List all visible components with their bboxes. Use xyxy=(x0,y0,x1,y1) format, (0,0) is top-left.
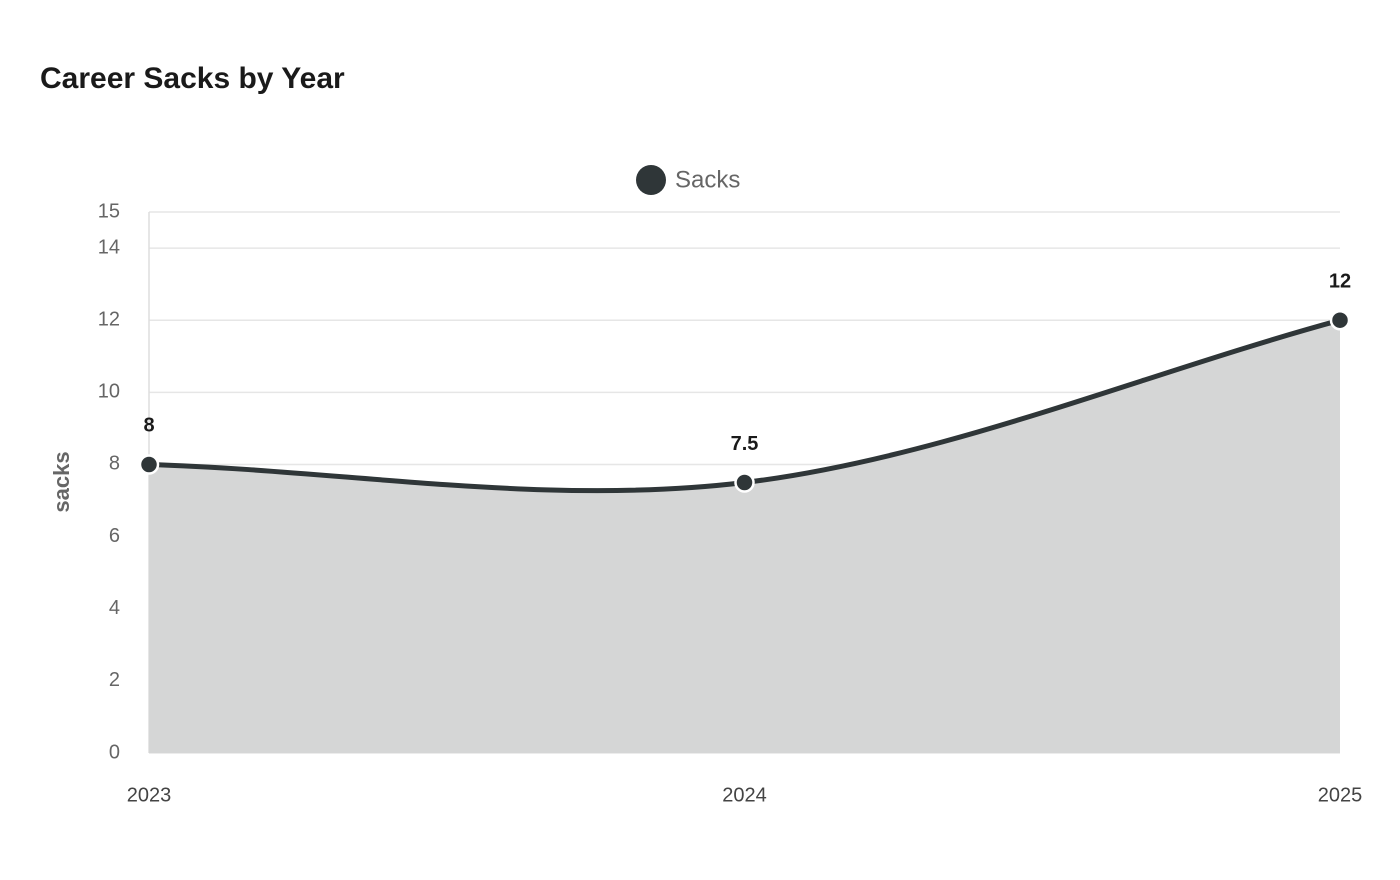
y-tick-label: 0 xyxy=(109,741,120,763)
legend-marker xyxy=(636,165,666,195)
y-tick-label: 4 xyxy=(109,597,120,619)
data-label: 7.5 xyxy=(731,433,759,455)
data-label: 8 xyxy=(143,415,154,437)
y-tick-label: 10 xyxy=(98,381,120,403)
chart-title: Career Sacks by Year xyxy=(40,62,345,95)
y-tick-label: 12 xyxy=(98,308,120,330)
point xyxy=(138,454,160,475)
area-fill xyxy=(149,320,1340,753)
y-tick-label: 14 xyxy=(98,236,120,258)
y-tick-label: 8 xyxy=(109,453,120,475)
x-tick-label: 2023 xyxy=(127,784,172,806)
data-label: 12 xyxy=(1329,270,1351,292)
legend-label: Sacks xyxy=(675,166,740,193)
y-tick-label: 15 xyxy=(98,200,120,222)
y-tick-label: 6 xyxy=(109,525,120,547)
y-axis-label: sacks xyxy=(49,451,74,512)
y-tick-label: 2 xyxy=(109,669,120,691)
x-tick-label: 2024 xyxy=(722,784,767,806)
point xyxy=(1329,309,1351,331)
point xyxy=(734,472,755,493)
x-tick-label: 2025 xyxy=(1318,784,1363,806)
